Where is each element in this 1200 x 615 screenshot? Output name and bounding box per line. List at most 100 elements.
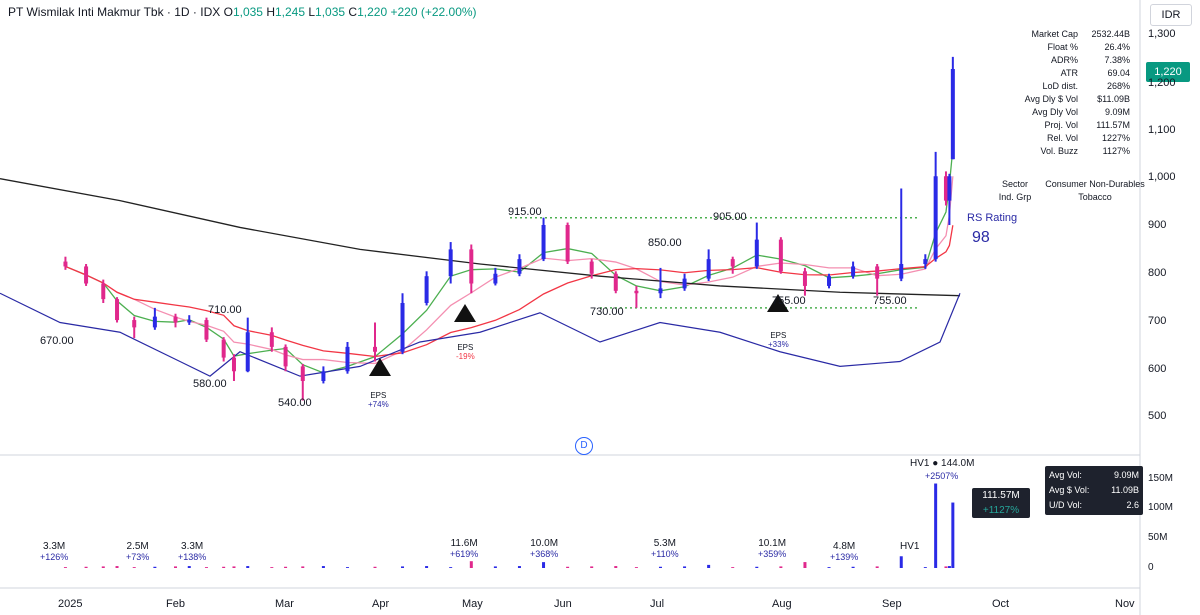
stat-row: ADR% 7.38% (1000, 54, 1130, 67)
candle-body (187, 320, 192, 323)
time-axis-tick: Aug (772, 598, 792, 610)
volume-annotation: 5.3M +110% (651, 538, 679, 559)
candle (63, 256, 68, 270)
eps-triangle-icon[interactable] (454, 304, 476, 322)
candle (730, 256, 735, 274)
candle-body (730, 259, 735, 267)
candle (658, 267, 663, 299)
candle-body (321, 371, 326, 381)
price-axis-tick: 1,000 (1148, 171, 1176, 183)
eps-triangle-icon[interactable] (767, 294, 789, 312)
price-pivot-label: 850.00 (648, 237, 682, 249)
candle (875, 264, 880, 296)
candle-body (269, 332, 274, 347)
stat-value: $11.09B (1097, 94, 1130, 104)
volume-bar (614, 566, 618, 568)
time-axis-tick: 2025 (58, 598, 83, 610)
stat-key: Proj. Vol (1044, 120, 1078, 130)
candle (899, 188, 904, 282)
stat-key: Market Cap (1031, 29, 1078, 39)
candle-body (204, 320, 209, 340)
industry-value: Tobacco (1078, 192, 1112, 202)
volume-stat-row: Avg Vol: 9.09M (1049, 468, 1139, 483)
stat-value: 69.04 (1107, 68, 1130, 78)
volume-annotation-value: 10.0M (530, 538, 559, 549)
candle-body (658, 288, 663, 294)
stat-row: Market Cap 2532.44B (1000, 28, 1130, 41)
candle-body (827, 276, 832, 286)
candle-body (231, 357, 236, 372)
change-value: +220 (+22.00%) (390, 5, 477, 19)
volume-bar (373, 566, 377, 568)
stat-key: Rel. Vol (1046, 133, 1078, 143)
stat-value: 111.57M (1096, 120, 1130, 130)
price-pivot-label: 540.00 (278, 397, 312, 409)
volume-annotation-pct: +73% (126, 552, 150, 562)
stat-value: 9.09M (1104, 107, 1130, 117)
volume-bar (284, 566, 288, 568)
eps-label: EPS (457, 343, 474, 352)
currency-selector[interactable]: IDR (1150, 4, 1192, 26)
eps-triangle-icon[interactable] (369, 358, 391, 376)
candle-body (115, 299, 120, 321)
candle (400, 293, 405, 355)
dividend-marker[interactable]: D (575, 437, 593, 455)
candle-body (132, 320, 137, 328)
volume-bar (947, 566, 951, 568)
volume-bar (204, 567, 208, 568)
time-axis-tick: Feb (166, 598, 185, 610)
rs-rating-label: RS Rating (967, 212, 1018, 224)
candle (565, 222, 570, 264)
industry-key: Ind. Grp (998, 192, 1032, 202)
candle (231, 354, 236, 381)
volume-stat-key: U/D Vol: (1049, 500, 1083, 510)
volume-bar (566, 566, 570, 568)
volume-annotation: 11.6M +619% (450, 538, 478, 559)
candle-body (221, 339, 226, 358)
candle-body (947, 176, 952, 201)
eps-annotation: EPS +74% (368, 391, 389, 409)
volume-bar (222, 566, 226, 568)
symbol-title[interactable]: PT Wismilak Inti Makmur Tbk · 1D · IDX (8, 5, 221, 19)
price-axis-tick: 600 (1148, 363, 1167, 375)
volume-bar (951, 502, 955, 568)
price-pivot-label: 730.00 (590, 306, 624, 318)
candle-body (943, 176, 948, 201)
candle (541, 217, 546, 262)
candle-body (706, 259, 711, 279)
candle-body (778, 239, 783, 272)
volume-bar (634, 567, 638, 568)
candle-body (173, 316, 178, 323)
time-axis-tick: Sep (882, 598, 902, 610)
long-term-ma-line (0, 178, 961, 297)
eps-label: EPS (770, 331, 787, 340)
price-axis-tick: 1,300 (1148, 28, 1176, 40)
volume-stat-value: 11.09B (1111, 485, 1139, 495)
candle (589, 259, 594, 279)
volume-bar (707, 564, 711, 568)
stat-key: Float % (1047, 42, 1078, 52)
hv1-small-label: HV1 (900, 541, 920, 552)
stat-row: Float % 26.4% (1000, 41, 1130, 54)
volume-bar (174, 566, 178, 568)
volume-bar (542, 562, 546, 568)
candle (778, 237, 783, 274)
volume-bar (425, 566, 429, 568)
candle (517, 254, 522, 277)
stat-key: Avg Dly $ Vol (1024, 94, 1078, 104)
price-pivot-label: 905.00 (713, 211, 747, 223)
sector-value: Consumer Non-Durables (1045, 179, 1145, 189)
volume-bar (63, 567, 67, 568)
stat-row: ATR 69.04 (1000, 67, 1130, 80)
volume-annotation-pct: +619% (450, 549, 479, 559)
volume-bar (301, 566, 305, 568)
volume-axis-tick: 0 (1148, 562, 1154, 573)
moving-averages (0, 148, 961, 377)
candle (682, 273, 687, 291)
volume-bar (270, 567, 274, 568)
candle (300, 363, 305, 401)
volume-bar (683, 566, 687, 568)
candle (802, 267, 807, 296)
